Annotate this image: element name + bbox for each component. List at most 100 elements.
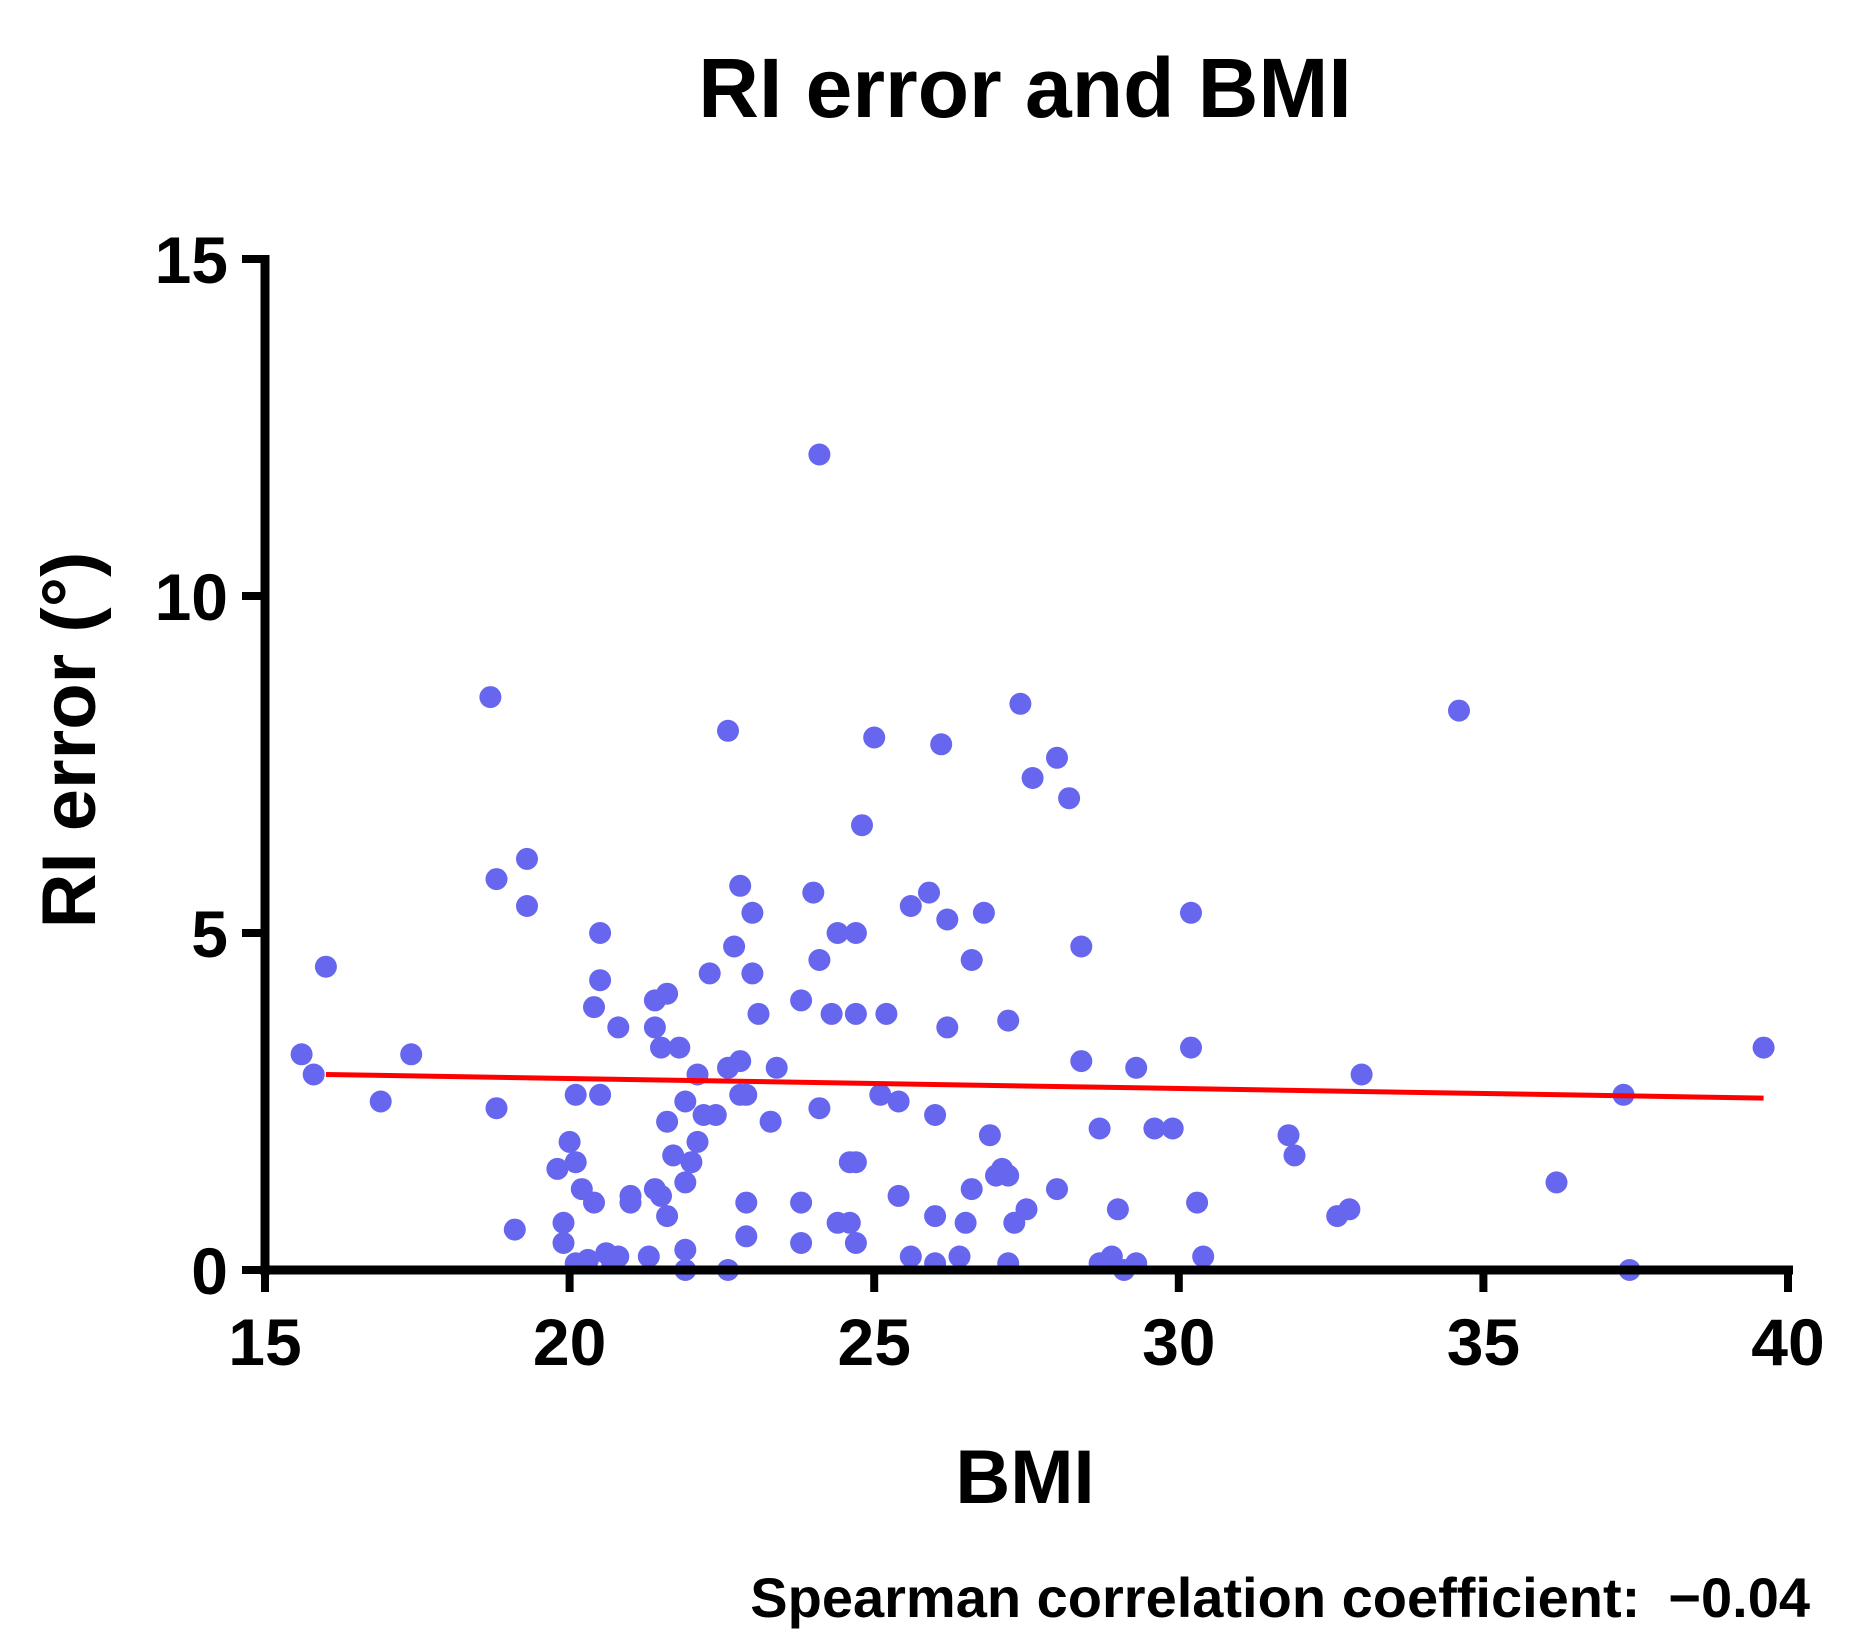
data-point <box>1058 787 1081 810</box>
data-point <box>899 895 922 917</box>
data-point <box>838 1211 861 1234</box>
data-point <box>723 935 746 958</box>
data-point <box>808 443 831 466</box>
data-point <box>936 1016 959 1039</box>
trend-line <box>325 1072 1764 1101</box>
data-point <box>558 1130 581 1153</box>
data-point <box>503 1218 526 1241</box>
data-point <box>369 1090 392 1113</box>
data-point <box>844 1232 867 1254</box>
data-point <box>302 1063 325 1086</box>
y-axis-label: RI error (°) <box>27 552 112 929</box>
data-point <box>1088 1117 1111 1140</box>
data-point <box>704 1104 727 1126</box>
data-point <box>954 1211 977 1234</box>
data-point <box>960 949 983 971</box>
data-point <box>924 1104 947 1126</box>
data-point <box>686 1130 709 1153</box>
data-point <box>844 1002 867 1025</box>
data-point <box>844 922 867 944</box>
data-point <box>583 996 605 1019</box>
data-point <box>662 1144 685 1167</box>
data-point <box>790 989 813 1012</box>
data-point <box>698 962 721 985</box>
data-point <box>875 1002 898 1025</box>
x-tick-label: 30 <box>1142 1305 1215 1379</box>
data-point <box>1070 1050 1093 1073</box>
data-point <box>790 1191 813 1214</box>
data-point <box>589 1083 612 1106</box>
data-point <box>552 1211 575 1234</box>
data-point <box>516 847 538 870</box>
data-point <box>948 1245 971 1268</box>
data-point <box>717 719 739 742</box>
data-point <box>863 726 886 749</box>
data-point <box>674 1238 697 1261</box>
data-point <box>674 1171 697 1194</box>
data-point <box>589 969 612 992</box>
data-point <box>668 1036 691 1059</box>
data-point <box>741 901 764 924</box>
data-point <box>650 1184 672 1207</box>
data-point <box>735 1191 758 1214</box>
data-point <box>607 1016 630 1039</box>
data-point <box>674 1090 697 1113</box>
data-point <box>650 1036 672 1059</box>
data-point <box>759 1110 782 1133</box>
data-point <box>1350 1063 1373 1086</box>
data-point <box>1283 1144 1306 1167</box>
data-point <box>643 1016 666 1039</box>
data-point <box>741 962 764 985</box>
data-point <box>826 922 849 944</box>
x-tick-label: 20 <box>533 1305 606 1379</box>
data-point <box>583 1191 605 1214</box>
y-tick-label: 10 <box>155 560 228 634</box>
data-point <box>899 1245 922 1268</box>
data-point <box>808 949 831 971</box>
data-point <box>729 1050 752 1073</box>
data-point <box>735 1225 758 1248</box>
data-point <box>1186 1191 1209 1214</box>
data-point <box>1192 1245 1215 1268</box>
data-point <box>790 1232 813 1254</box>
data-point <box>607 1245 630 1268</box>
data-point <box>1277 1124 1300 1147</box>
data-point <box>735 1083 758 1106</box>
y-tick-label: 5 <box>191 897 228 971</box>
data-point <box>1545 1171 1568 1194</box>
data-point <box>1161 1117 1184 1140</box>
data-point <box>485 868 508 891</box>
y-tick-label: 0 <box>191 1234 228 1308</box>
data-point <box>1070 935 1093 958</box>
data-point <box>972 901 995 924</box>
data-point <box>918 881 940 904</box>
plot-area <box>290 443 1775 1281</box>
data-point <box>546 1157 569 1180</box>
spearman-value: −0.04 <box>1668 1566 1810 1629</box>
data-point <box>1046 1178 1068 1201</box>
data-point <box>729 874 752 897</box>
data-point <box>656 1205 679 1228</box>
x-tick-label: 25 <box>837 1305 910 1379</box>
data-point <box>1752 1036 1775 1059</box>
data-point <box>1143 1117 1166 1140</box>
spearman-label: Spearman correlation coefficient: <box>750 1566 1640 1629</box>
data-point <box>1125 1056 1148 1079</box>
y-tick-label: 15 <box>155 223 228 297</box>
data-point <box>808 1097 831 1120</box>
data-point <box>589 922 612 944</box>
chart-title: RI error and BMI <box>698 41 1351 135</box>
data-point <box>844 1151 867 1174</box>
data-point <box>400 1043 423 1066</box>
data-point <box>936 908 959 931</box>
data-point <box>552 1232 575 1254</box>
x-axis-ticks: 15 20 25 30 35 40 <box>228 1270 1825 1379</box>
data-point <box>1180 901 1202 924</box>
data-point <box>820 1002 843 1025</box>
x-tick-label: 40 <box>1751 1305 1824 1379</box>
data-point <box>637 1245 660 1268</box>
data-point <box>851 814 873 837</box>
data-point <box>924 1205 947 1228</box>
